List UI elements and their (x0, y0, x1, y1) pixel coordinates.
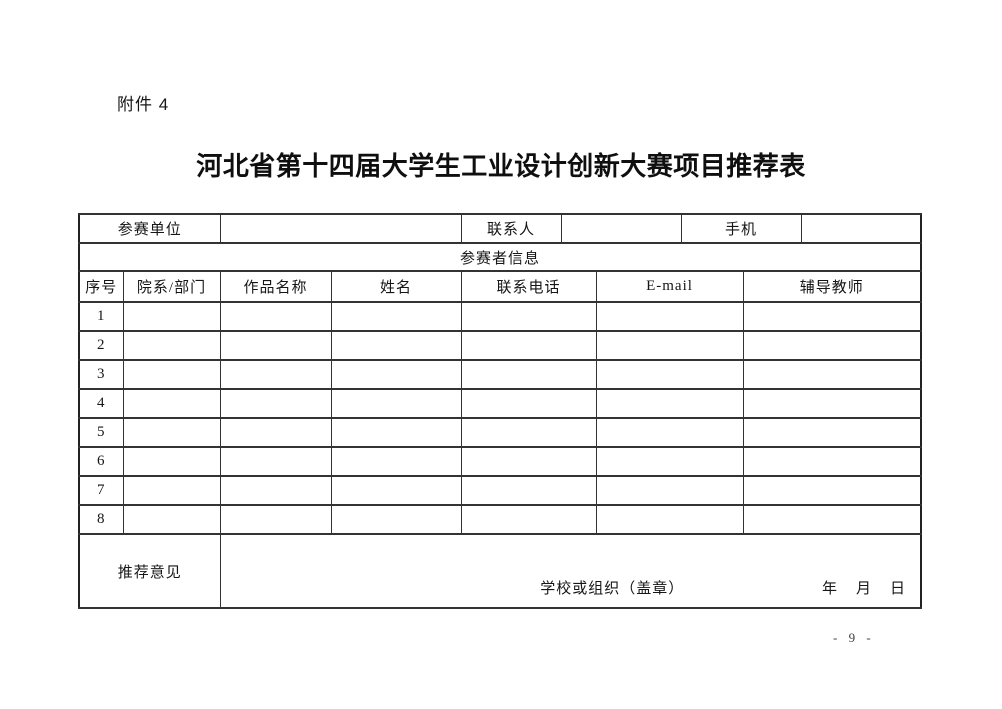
cell-dept (122, 359, 221, 390)
cell-phone (460, 475, 597, 506)
cell-advisor (742, 475, 922, 506)
cell-work (219, 417, 332, 448)
recommendation-row: 推荐意见 学校或组织（盖章） 年 月 日 (78, 533, 922, 609)
recommendation-form-table: 参赛单位 联系人 手机 参赛者信息 序号 院系/部门 作品名称 姓名 联系电话 … (78, 213, 923, 609)
unit-value-cell (219, 213, 462, 244)
cell-advisor (742, 359, 922, 390)
unit-label: 参赛单位 (78, 213, 221, 244)
cell-no: 6 (78, 446, 124, 477)
cell-no: 5 (78, 417, 124, 448)
page-title: 河北省第十四届大学生工业设计创新大赛项目推荐表 (196, 152, 806, 181)
cell-name (330, 475, 462, 506)
cell-phone (460, 330, 597, 361)
cell-email (595, 301, 744, 332)
contact-label: 联系人 (460, 213, 562, 244)
cell-advisor (742, 504, 922, 535)
table-row: 3 (78, 359, 922, 390)
contact-value-cell (560, 213, 682, 244)
seal-line: 学校或组织（盖章） (540, 581, 685, 597)
cell-email (595, 359, 744, 390)
cell-name (330, 504, 462, 535)
col-header-no: 序号 (78, 270, 124, 303)
cell-work (219, 504, 332, 535)
cell-name (330, 359, 462, 390)
table-row: 8 (78, 504, 922, 535)
cell-work (219, 388, 332, 419)
cell-dept (122, 388, 221, 419)
cell-email (595, 446, 744, 477)
cell-advisor (742, 446, 922, 477)
mobile-label: 手机 (680, 213, 802, 244)
cell-advisor (742, 417, 922, 448)
cell-work (219, 475, 332, 506)
cell-name (330, 301, 462, 332)
column-header-row: 序号 院系/部门 作品名称 姓名 联系电话 E-mail 辅导教师 (78, 270, 922, 303)
cell-no: 4 (78, 388, 124, 419)
cell-advisor (742, 301, 922, 332)
table-row: 6 (78, 446, 922, 477)
table-row: 4 (78, 388, 922, 419)
recommendation-label: 推荐意见 (78, 533, 221, 609)
cell-email (595, 417, 744, 448)
col-header-advisor: 辅导教师 (742, 270, 922, 303)
section-header: 参赛者信息 (78, 242, 922, 272)
col-header-dept: 院系/部门 (122, 270, 221, 303)
cell-work (219, 359, 332, 390)
cell-dept (122, 301, 221, 332)
cell-phone (460, 359, 597, 390)
cell-work (219, 330, 332, 361)
cell-work (219, 446, 332, 477)
cell-email (595, 388, 744, 419)
cell-dept (122, 446, 221, 477)
cell-name (330, 330, 462, 361)
cell-no: 1 (78, 301, 124, 332)
attachment-label: 附件 4 (117, 95, 170, 114)
cell-phone (460, 388, 597, 419)
cell-email (595, 475, 744, 506)
cell-advisor (742, 388, 922, 419)
cell-phone (460, 446, 597, 477)
col-header-work: 作品名称 (219, 270, 332, 303)
cell-phone (460, 504, 597, 535)
section-header-row: 参赛者信息 (78, 242, 922, 272)
cell-dept (122, 330, 221, 361)
page-number: - 9 - (833, 630, 875, 645)
cell-name (330, 388, 462, 419)
cell-email (595, 330, 744, 361)
col-header-email: E-mail (595, 270, 744, 303)
cell-dept (122, 417, 221, 448)
cell-no: 7 (78, 475, 124, 506)
top-info-row: 参赛单位 联系人 手机 (78, 213, 922, 244)
cell-no: 3 (78, 359, 124, 390)
cell-name (330, 417, 462, 448)
cell-work (219, 301, 332, 332)
cell-dept (122, 475, 221, 506)
cell-no: 8 (78, 504, 124, 535)
col-header-phone: 联系电话 (460, 270, 597, 303)
recommendation-content-cell: 学校或组织（盖章） 年 月 日 (219, 533, 922, 609)
cell-name (330, 446, 462, 477)
cell-advisor (742, 330, 922, 361)
table-row: 1 (78, 301, 922, 332)
table-row: 2 (78, 330, 922, 361)
cell-no: 2 (78, 330, 124, 361)
table-row: 5 (78, 417, 922, 448)
cell-phone (460, 417, 597, 448)
date-line: 年 月 日 (822, 581, 908, 597)
cell-email (595, 504, 744, 535)
col-header-name: 姓名 (330, 270, 462, 303)
table-row: 7 (78, 475, 922, 506)
cell-phone (460, 301, 597, 332)
cell-dept (122, 504, 221, 535)
mobile-value-cell (800, 213, 922, 244)
